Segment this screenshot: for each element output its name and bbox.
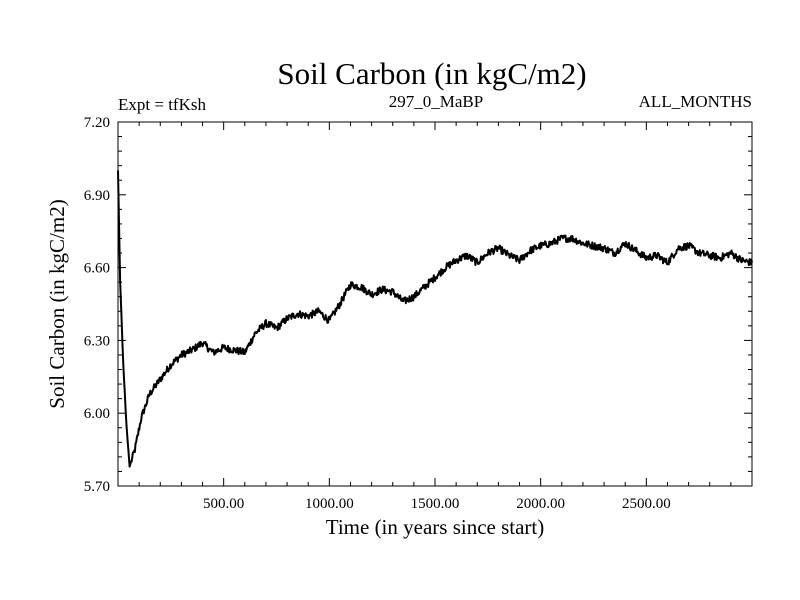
y-axis-label: Soil Carbon (in kgC/m2)	[45, 199, 69, 408]
y-tick-label: 5.70	[84, 479, 110, 495]
months-label: ALL_MONTHS	[639, 92, 752, 111]
y-tick-label: 6.00	[84, 406, 110, 422]
y-tick-label: 6.90	[84, 188, 110, 204]
y-tick-label: 6.60	[84, 261, 110, 277]
y-tick-labels: 5.70 6.00 6.30 6.60 6.90 7.20	[84, 115, 110, 495]
series-group	[117, 170, 753, 468]
plot-frame	[117, 121, 753, 487]
x-tick-label: 2000.00	[516, 496, 565, 512]
x-axis-label: Time (in years since start)	[326, 515, 545, 539]
series-line	[117, 170, 753, 468]
y-tick-label: 7.20	[84, 115, 110, 131]
chart-title: Soil Carbon (in kgC/m2)	[277, 56, 586, 91]
x-tick-label: 500.00	[203, 496, 244, 512]
experiment-label: Expt = tfKsh	[118, 95, 206, 114]
axis-ticks	[118, 122, 752, 486]
x-tick-labels: 500.00 1000.00 1500.00 2000.00 2500.00	[203, 496, 671, 512]
x-tick-label: 1000.00	[305, 496, 354, 512]
x-tick-label: 2500.00	[622, 496, 671, 512]
period-label: 297_0_MaBP	[389, 92, 483, 111]
y-tick-label: 6.30	[84, 333, 110, 349]
x-tick-label: 1500.00	[411, 496, 460, 512]
